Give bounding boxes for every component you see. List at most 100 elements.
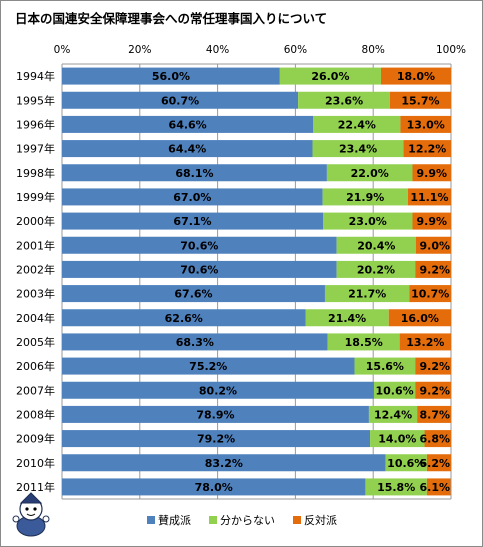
data-label: 9.2% bbox=[419, 384, 450, 397]
bar-segment bbox=[305, 309, 389, 327]
bar-segment bbox=[62, 478, 366, 496]
data-label: 26.0% bbox=[311, 70, 349, 83]
data-label: 18.5% bbox=[345, 336, 383, 349]
data-label: 23.0% bbox=[349, 215, 387, 228]
data-label: 68.3% bbox=[176, 336, 214, 349]
bar-segment bbox=[365, 478, 427, 496]
data-label: 70.6% bbox=[180, 263, 218, 276]
bar-segment bbox=[407, 188, 451, 206]
category-label: 1998年 bbox=[16, 166, 55, 180]
bar-segment bbox=[62, 140, 313, 158]
bar-segment bbox=[400, 115, 451, 133]
bar-segment bbox=[336, 236, 416, 254]
bar-segment bbox=[403, 140, 451, 158]
bar-segment bbox=[424, 430, 451, 448]
data-label: 6.1% bbox=[419, 481, 450, 494]
category-label: 2005年 bbox=[16, 335, 55, 349]
bar-segment bbox=[373, 381, 416, 399]
legend-swatch bbox=[209, 516, 217, 524]
bar-segment bbox=[279, 67, 381, 85]
bar-segment bbox=[326, 164, 413, 182]
data-label: 11.1% bbox=[410, 191, 448, 204]
x-tick-label: 80% bbox=[362, 44, 385, 56]
bar-segment bbox=[62, 454, 386, 472]
bar-segment bbox=[323, 212, 413, 230]
bar-segment bbox=[62, 67, 280, 85]
bar-segment bbox=[415, 236, 451, 254]
data-label: 13.2% bbox=[406, 336, 444, 349]
legend-swatch bbox=[147, 516, 155, 524]
data-label: 15.6% bbox=[366, 360, 404, 373]
bar-segment bbox=[62, 236, 337, 254]
data-label: 9.2% bbox=[419, 360, 450, 373]
data-label: 67.6% bbox=[174, 288, 212, 301]
data-label: 16.0% bbox=[401, 312, 439, 325]
bar-segment bbox=[412, 212, 451, 230]
data-label: 22.0% bbox=[351, 167, 389, 180]
data-label: 64.6% bbox=[169, 118, 207, 131]
data-label: 21.9% bbox=[346, 191, 384, 204]
bar-segment bbox=[412, 164, 451, 182]
data-label: 10.6% bbox=[376, 384, 414, 397]
data-label: 6.8% bbox=[419, 433, 450, 446]
category-label: 1994年 bbox=[16, 69, 55, 83]
bar-segment bbox=[62, 309, 306, 327]
bar-layer: 56.0% 26.0% 18.0% 60.7% 23.6% 15.7% 64.6% 22.4%… bbox=[62, 67, 451, 496]
category-label: 2007年 bbox=[16, 383, 55, 397]
bar-segment bbox=[62, 188, 323, 206]
data-label: 9.9% bbox=[416, 167, 447, 180]
data-label: 12.4% bbox=[374, 408, 412, 421]
bar-segment bbox=[62, 115, 314, 133]
bar-segment bbox=[322, 188, 408, 206]
bar-segment bbox=[62, 260, 337, 278]
bar-segment bbox=[62, 285, 325, 303]
data-label: 22.4% bbox=[338, 118, 376, 131]
x-tick-label: 20% bbox=[128, 44, 151, 56]
data-label: 20.2% bbox=[357, 263, 395, 276]
bar-segment bbox=[380, 67, 451, 85]
bar-segment bbox=[426, 478, 451, 496]
data-label: 9.9% bbox=[416, 215, 447, 228]
category-label: 2000年 bbox=[16, 214, 55, 228]
category-label: 2006年 bbox=[16, 359, 55, 373]
legend-label: 反対派 bbox=[304, 513, 337, 527]
data-label: 70.6% bbox=[180, 239, 218, 252]
bar-segment bbox=[415, 381, 451, 399]
data-label: 75.2% bbox=[189, 360, 227, 373]
bar-segment bbox=[62, 381, 374, 399]
bar-segment bbox=[313, 115, 401, 133]
bar-segment bbox=[354, 357, 416, 375]
bar-segment bbox=[62, 430, 371, 448]
data-label: 8.7% bbox=[419, 408, 450, 421]
legend-label: 分からない bbox=[220, 514, 275, 527]
data-label: 79.2% bbox=[197, 433, 235, 446]
bar-segment bbox=[327, 333, 400, 351]
data-label: 83.2% bbox=[205, 457, 243, 470]
data-label: 18.0% bbox=[397, 70, 435, 83]
bar-segment bbox=[385, 454, 427, 472]
bar-segment bbox=[415, 260, 451, 278]
chart-title: 日本の国連安全保障理事会への常任理事国入りについて bbox=[15, 11, 327, 26]
data-label: 14.0% bbox=[378, 433, 416, 446]
category-label: 2002年 bbox=[16, 262, 55, 276]
category-label: 2009年 bbox=[16, 432, 55, 446]
x-tick-label: 60% bbox=[284, 44, 307, 56]
x-tick-label: 0% bbox=[54, 44, 71, 56]
bar-segment bbox=[336, 260, 416, 278]
category-label: 1999年 bbox=[16, 190, 55, 204]
bar-segment bbox=[417, 405, 451, 423]
data-label: 23.4% bbox=[339, 143, 377, 156]
x-axis-ticks: 0% 20% 40% 60% 80% 100% bbox=[54, 44, 466, 56]
mascot-illustration bbox=[12, 492, 50, 537]
bar-segment bbox=[370, 430, 425, 448]
data-label: 20.4% bbox=[357, 239, 395, 252]
legend-swatch bbox=[293, 516, 301, 524]
data-label: 64.4% bbox=[168, 143, 206, 156]
data-label: 10.7% bbox=[411, 288, 449, 301]
category-label: 2008年 bbox=[16, 407, 55, 421]
data-label: 13.0% bbox=[407, 118, 445, 131]
y-axis-categories: 1994年 1995年 1996年 1997年 1998年 1999年 2000年 2001年… bbox=[16, 69, 55, 494]
category-label: 2004年 bbox=[16, 311, 55, 325]
data-label: 67.1% bbox=[173, 215, 211, 228]
